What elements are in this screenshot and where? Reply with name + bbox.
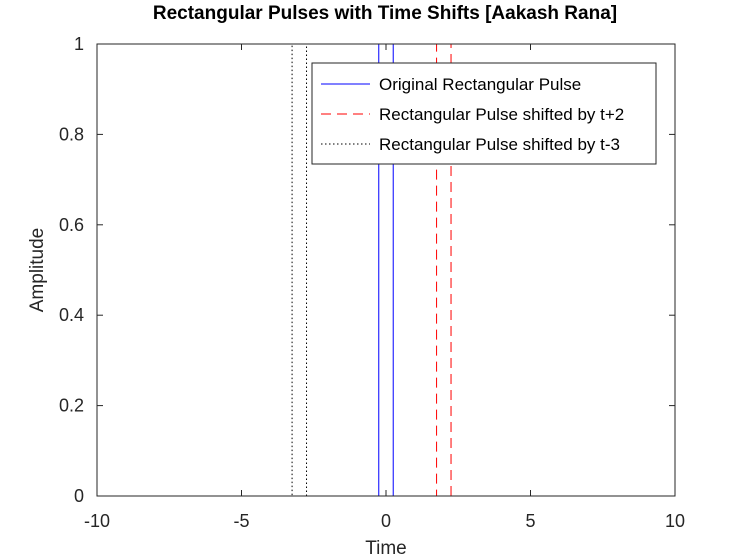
- y-tick-label: 0: [74, 486, 84, 506]
- x-tick-label: 10: [665, 511, 685, 531]
- chart-title: Rectangular Pulses with Time Shifts [Aak…: [153, 3, 617, 24]
- x-tick-label: -5: [233, 511, 249, 531]
- y-tick-label: 0.6: [59, 215, 84, 235]
- x-axis-label: Time: [365, 538, 407, 557]
- y-tick-label: 0.8: [59, 124, 84, 144]
- y-tick-label: 0.4: [59, 305, 84, 325]
- legend-label: Rectangular Pulse shifted by t+2: [379, 105, 624, 124]
- y-axis-label: Amplitude: [27, 228, 48, 313]
- x-tick-label: -10: [84, 511, 110, 531]
- axes-layer: -10 -5 0 5 10 0 0.2 0.4 0.6 0.8 1: [59, 34, 685, 531]
- legend: Original Rectangular Pulse Rectangular Pu…: [311, 62, 657, 165]
- x-tick-label: 5: [525, 511, 535, 531]
- x-tick-label: 0: [381, 511, 391, 531]
- legend-label: Original Rectangular Pulse: [379, 75, 581, 94]
- y-tick-label: 0.2: [59, 396, 84, 416]
- legend-label: Rectangular Pulse shifted by t-3: [379, 135, 620, 154]
- y-tick-label: 1: [74, 34, 84, 54]
